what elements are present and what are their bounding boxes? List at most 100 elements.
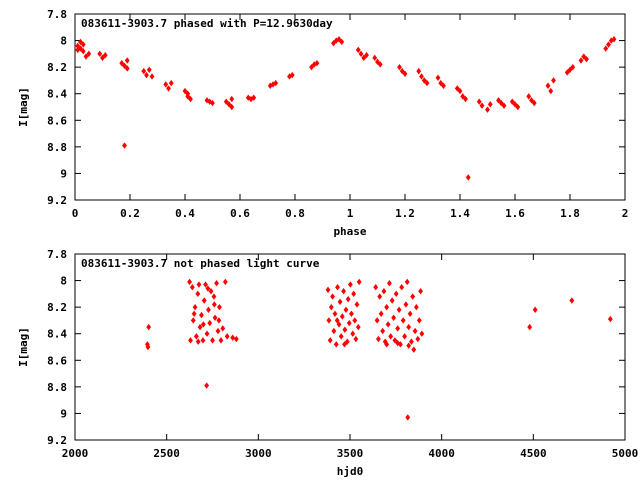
unphased-data-point: [217, 303, 222, 311]
unphased-data-point: [211, 293, 217, 300]
unphased-data-point: [407, 310, 413, 317]
unphased-data-point: [391, 314, 397, 321]
phased-data-point: [531, 99, 537, 107]
unphased-data-point: [187, 278, 192, 286]
unphased-data-point: [343, 306, 349, 313]
unphased-data-point: [403, 301, 409, 308]
phased-data-point: [479, 102, 485, 109]
unphased-data-point: [332, 310, 338, 317]
unphased-data-point: [395, 325, 401, 332]
phased-data-point: [309, 63, 314, 71]
phased-data-point: [421, 77, 427, 84]
unphased-data-point: [393, 290, 399, 298]
phased-data-point: [457, 87, 463, 95]
unphased-data-point: [215, 327, 221, 335]
phased-ytick-label: 8.2: [47, 61, 67, 74]
unphased-data-point: [411, 346, 417, 353]
phased-data-point: [364, 51, 369, 59]
phased-data-point: [168, 79, 174, 87]
phased-data-point: [498, 99, 504, 107]
unphased-data-point: [354, 301, 360, 308]
unphased-ytick-label: 8.4: [47, 328, 67, 341]
unphased-data-point: [214, 280, 219, 287]
phased-data-point: [86, 50, 92, 58]
phased-data-point: [476, 98, 482, 105]
phased-data-point: [229, 103, 235, 111]
phased-data-point: [289, 71, 295, 79]
phased-data-point: [438, 79, 444, 87]
phased-data-point: [97, 50, 103, 58]
unphased-ytick-label: 8: [60, 275, 67, 288]
unphased-data-point: [400, 317, 406, 324]
unphased-data-point: [527, 323, 533, 331]
phased-data-point: [185, 90, 191, 97]
phased-data-point: [361, 54, 367, 62]
phased-data-point: [339, 38, 345, 46]
unphased-data-point: [384, 303, 390, 311]
unphased-xtick-label: 2000: [62, 447, 89, 460]
phased-data-point: [435, 74, 441, 81]
unphased-data-point: [145, 343, 151, 351]
unphased-data-point: [211, 301, 217, 308]
phased-ytick-label: 8: [60, 35, 67, 48]
unphased-data-point: [204, 382, 210, 389]
unphased-data-point: [388, 333, 394, 340]
unphased-data-point: [413, 303, 419, 311]
phased-data-point: [273, 79, 279, 87]
phased-ytick-label: 7.8: [47, 8, 67, 21]
unphased-data-point: [344, 338, 350, 345]
phased-data-point: [122, 142, 127, 149]
unphased-data-point: [384, 341, 390, 348]
unphased-data-point: [327, 337, 333, 344]
unphased-xtick-label: 4000: [428, 447, 455, 460]
phased-data-point: [564, 69, 570, 76]
unphased-data-point: [396, 306, 402, 313]
unphased-data-point: [532, 306, 538, 313]
unphased-data-point: [190, 317, 196, 324]
unphased-ytick-label: 9: [60, 407, 67, 420]
unphased-data-point: [335, 284, 340, 291]
unphased-data-point: [406, 342, 412, 349]
unphased-data-point: [376, 335, 381, 343]
phased-data-point: [149, 73, 155, 80]
phased-data-point: [485, 106, 490, 113]
unphased-data-point: [389, 297, 395, 304]
unphased-data-point: [356, 278, 362, 286]
phased-data-point: [377, 61, 383, 68]
unphased-data-point: [197, 323, 203, 331]
phased-plot-title: 083611-3903.7 phased with P=12.9630day: [81, 17, 333, 30]
unphased-data-point: [351, 290, 357, 298]
phased-data-point: [581, 53, 587, 60]
unphased-data-point: [189, 284, 195, 291]
unphased-data-point: [200, 337, 206, 344]
unphased-data-point: [333, 341, 339, 348]
unphased-data-point: [212, 314, 218, 321]
phased-data-point: [529, 97, 534, 104]
phased-data-point: [460, 93, 466, 100]
phased-data-point: [333, 37, 339, 44]
phased-data-point: [570, 63, 576, 71]
phased-data-point: [141, 67, 147, 75]
unphased-data-point: [380, 327, 386, 335]
phased-xtick-label: 0.6: [230, 207, 250, 220]
phased-data-point: [102, 51, 108, 59]
unphased-data-point: [199, 311, 204, 319]
unphased-data-point: [325, 286, 331, 294]
phased-data-point: [287, 73, 292, 80]
unphased-data-point: [328, 303, 334, 311]
unphased-data-point: [342, 341, 347, 348]
phased-data-point: [606, 41, 611, 48]
unphased-data-point: [374, 317, 380, 324]
unphased-data-point: [224, 333, 230, 340]
phased-xtick-label: 1.4: [450, 207, 470, 220]
unphased-data-point: [402, 333, 408, 340]
unphased-data-point: [419, 330, 425, 337]
unphased-ytick-label: 8.2: [47, 301, 67, 314]
unphased-data-point: [352, 317, 358, 324]
phased-data-point: [311, 61, 317, 68]
unphased-data-point: [409, 338, 414, 345]
unphased-data-point: [208, 288, 214, 295]
unphased-data-point: [347, 281, 353, 288]
phased-data-point: [331, 40, 336, 47]
